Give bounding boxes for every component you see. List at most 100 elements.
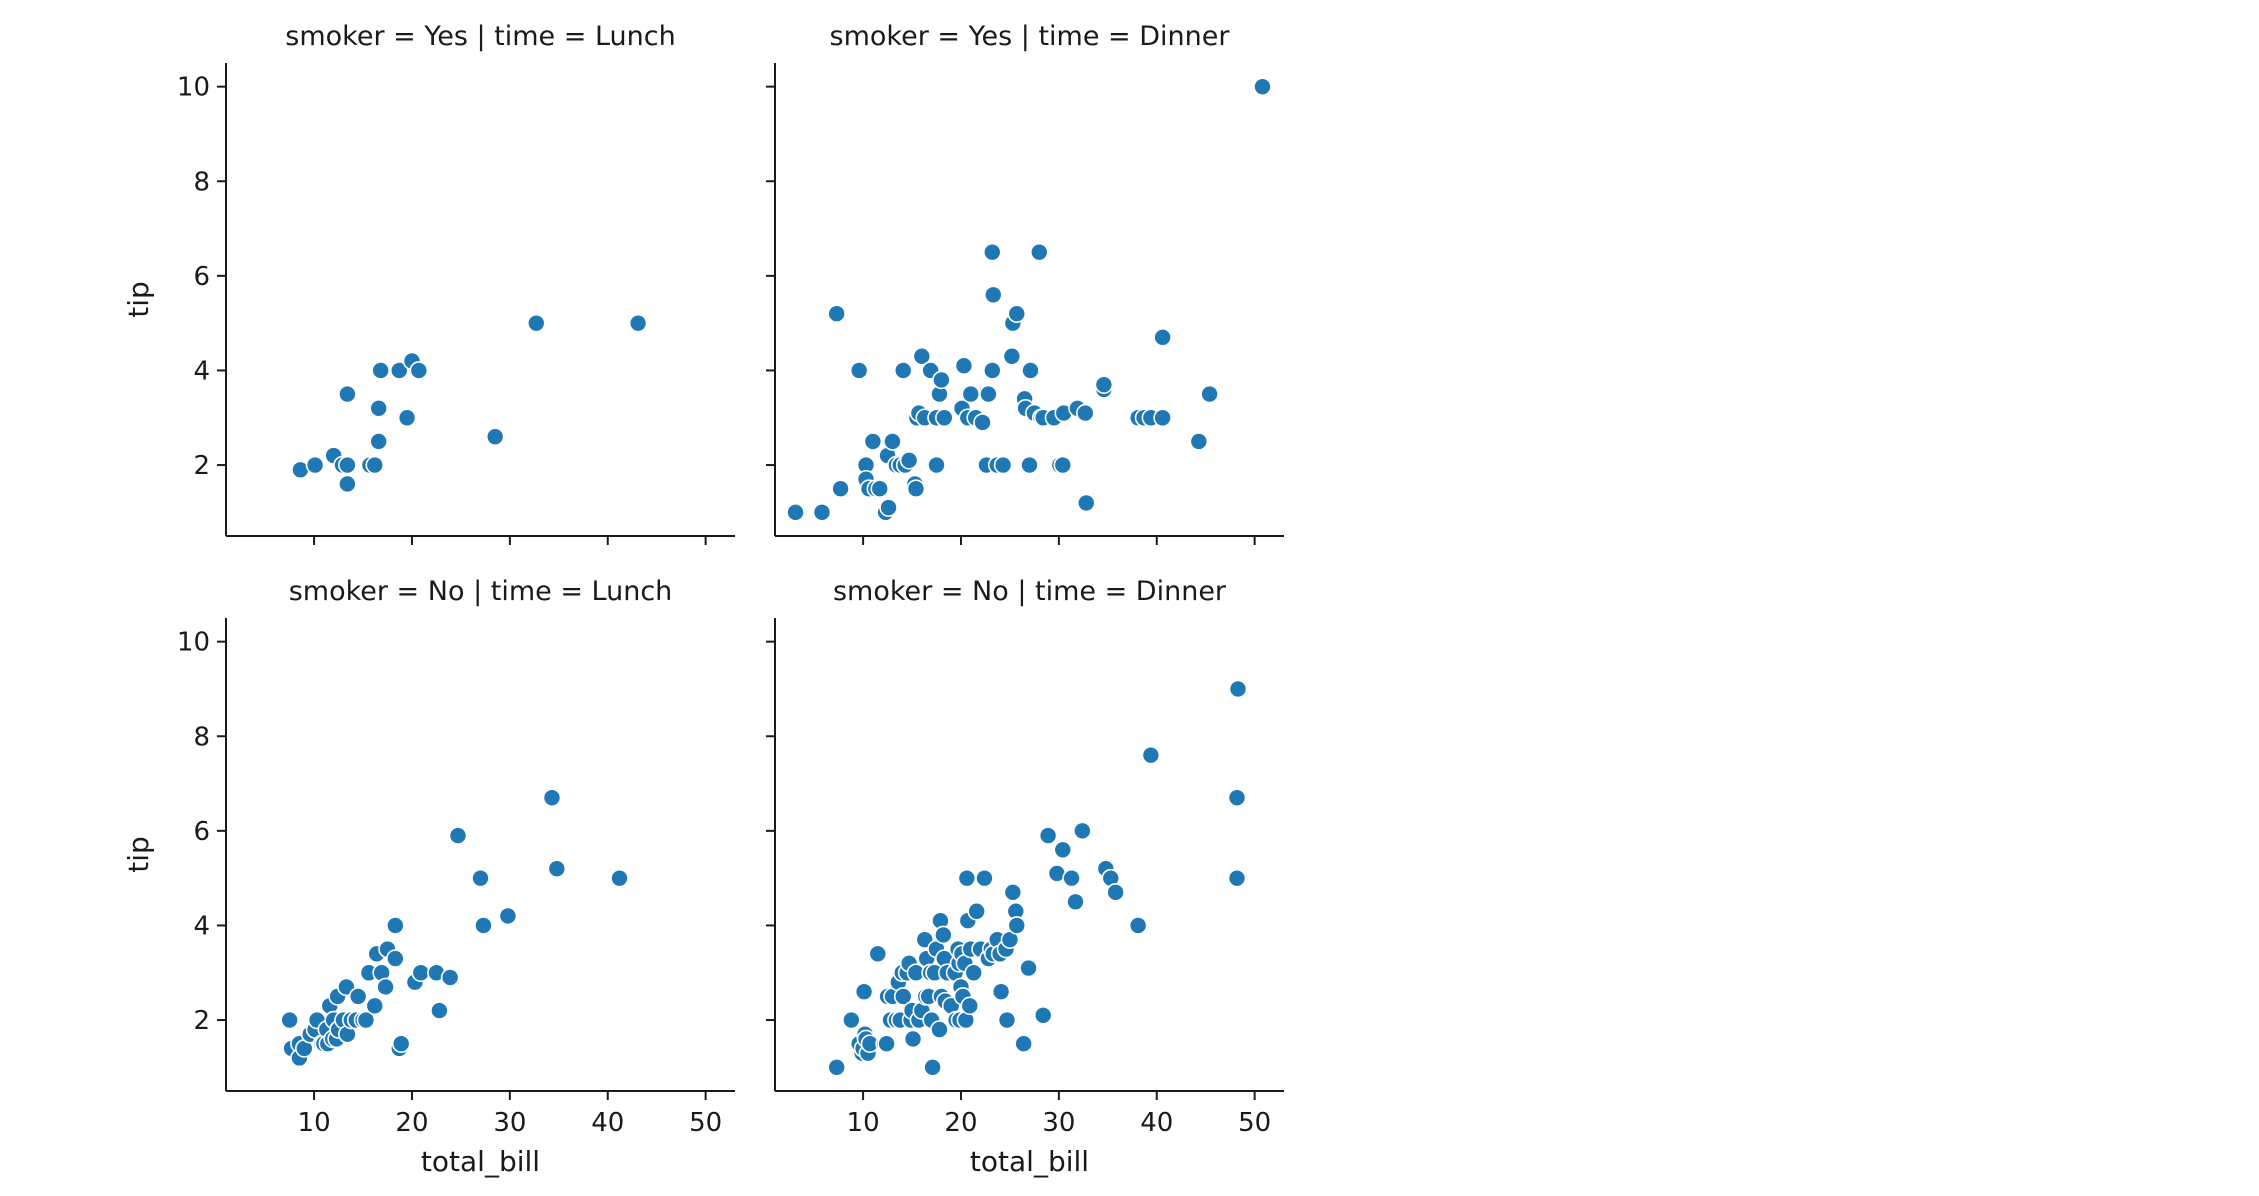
- data-point: [409, 361, 429, 380]
- data-point: [1076, 493, 1096, 513]
- data-point: [371, 361, 390, 380]
- data-point: [338, 384, 357, 404]
- data-point: [1189, 432, 1209, 451]
- data-point: [786, 503, 805, 522]
- data-point: [991, 982, 1011, 1001]
- data-point: [870, 479, 890, 499]
- data-point: [1141, 745, 1161, 765]
- data-point: [1002, 346, 1022, 366]
- data-point: [863, 432, 883, 451]
- data-point: [356, 1010, 376, 1030]
- data-point: [827, 304, 846, 323]
- data-point: [912, 346, 932, 366]
- data-point: [610, 868, 629, 888]
- data-point: [526, 313, 546, 333]
- data-point: [879, 498, 898, 517]
- data-point: [369, 398, 389, 418]
- data-point: [927, 455, 946, 475]
- data-point: [983, 361, 1002, 380]
- data-point: [369, 432, 389, 451]
- panel-yes-dinner: smoker = Yes | time = Dinner: [766, 21, 1284, 545]
- panel-title: smoker = No | time = Lunch: [289, 576, 673, 607]
- data-point: [280, 1010, 299, 1030]
- panel-title: smoker = Yes | time = Dinner: [830, 21, 1231, 52]
- data-point: [386, 949, 405, 968]
- x-tick-label: 20: [395, 1108, 428, 1138]
- scatter-points: [280, 788, 629, 1068]
- y-tick-label: 2: [193, 451, 210, 481]
- x-axis-label: total_bill: [970, 1145, 1089, 1178]
- data-point: [1227, 868, 1247, 888]
- data-point: [877, 1034, 896, 1053]
- data-point: [975, 868, 994, 888]
- y-tick-label: 6: [193, 817, 210, 847]
- data-point: [979, 384, 998, 404]
- data-point: [1029, 242, 1049, 262]
- data-point: [932, 370, 951, 390]
- x-tick-label: 10: [847, 1108, 880, 1138]
- data-point: [967, 901, 986, 921]
- data-point: [983, 285, 1003, 305]
- y-tick-label: 10: [177, 73, 210, 103]
- x-tick-label: 40: [591, 1108, 624, 1138]
- data-point: [854, 982, 874, 1001]
- data-point: [973, 413, 992, 432]
- panel-title: smoker = Yes | time = Lunch: [285, 21, 675, 52]
- data-point: [961, 384, 981, 404]
- data-point: [448, 826, 468, 845]
- data-point: [1106, 883, 1125, 902]
- data-point: [485, 427, 505, 446]
- data-point: [899, 451, 919, 470]
- data-point: [1227, 788, 1247, 808]
- data-point: [923, 1058, 942, 1077]
- data-point: [471, 868, 490, 888]
- data-point: [1007, 916, 1027, 935]
- x-tick-label: 50: [1238, 1108, 1271, 1138]
- y-tick-label: 8: [193, 722, 210, 752]
- x-tick-label: 10: [298, 1108, 331, 1138]
- data-point: [1020, 455, 1039, 475]
- data-point: [1200, 384, 1219, 404]
- data-point: [1075, 403, 1095, 423]
- x-axis-label: total_bill: [421, 1145, 540, 1178]
- data-point: [365, 455, 385, 475]
- data-point: [812, 503, 832, 522]
- data-point: [1021, 361, 1040, 380]
- data-point: [305, 455, 325, 475]
- data-point: [365, 996, 385, 1016]
- data-point: [1228, 679, 1248, 699]
- data-point: [1033, 1006, 1053, 1025]
- y-axis-label: tip: [122, 281, 155, 318]
- data-point: [430, 1001, 449, 1020]
- data-point: [893, 987, 913, 1006]
- y-tick-label: 10: [177, 628, 210, 658]
- data-point: [868, 944, 888, 964]
- y-axis-label: tip: [122, 836, 155, 873]
- data-point: [389, 361, 409, 380]
- data-point: [397, 408, 417, 428]
- data-point: [960, 996, 980, 1016]
- data-point: [386, 916, 405, 935]
- data-point: [827, 1058, 846, 1077]
- data-point: [628, 313, 648, 333]
- data-point: [997, 1010, 1017, 1030]
- data-point: [893, 361, 913, 380]
- data-point: [906, 479, 926, 499]
- data-point: [474, 916, 493, 935]
- y-tick-label: 4: [193, 911, 210, 941]
- y-tick-label: 6: [193, 262, 210, 292]
- data-point: [338, 455, 357, 475]
- data-point: [1053, 840, 1073, 860]
- data-point: [930, 1020, 949, 1039]
- x-tick-label: 30: [1042, 1108, 1075, 1138]
- y-tick-label: 8: [193, 167, 210, 197]
- facet-panels: smoker = Yes | time = Lunch 2 4 6 8 10 tip smok…: [122, 21, 1284, 1178]
- data-point: [983, 242, 1002, 262]
- x-tick-label: 50: [689, 1108, 722, 1138]
- data-point: [348, 987, 368, 1006]
- data-point: [934, 925, 953, 945]
- y-tick-label: 4: [193, 356, 210, 386]
- panel-title: smoker = No | time = Dinner: [833, 576, 1227, 607]
- data-point: [1094, 375, 1114, 394]
